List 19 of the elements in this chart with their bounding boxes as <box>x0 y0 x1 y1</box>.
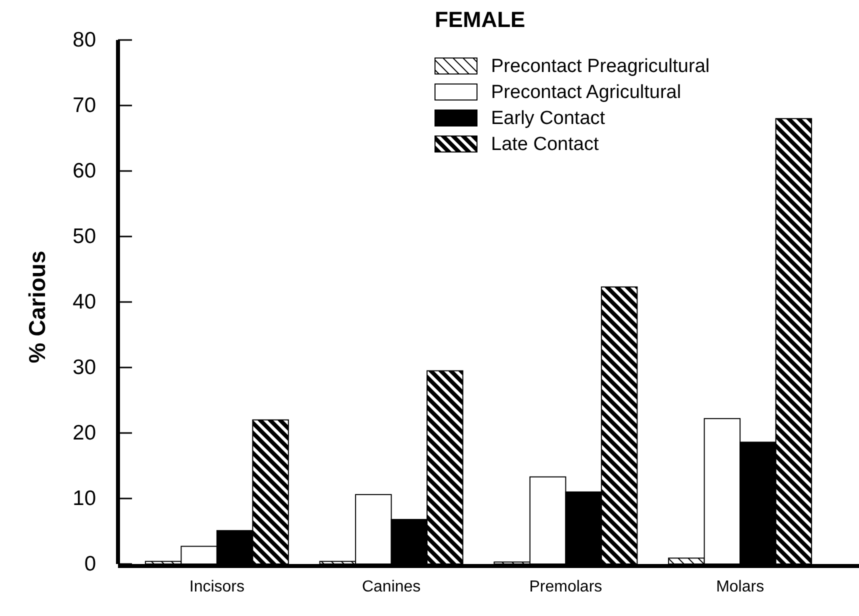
y-tick-label: 50 <box>72 225 96 248</box>
x-tick-label: Incisors <box>189 578 244 596</box>
legend-label: Early Contact <box>491 108 606 129</box>
y-tick-label: 30 <box>72 356 96 380</box>
x-tick-label: Canines <box>362 578 421 596</box>
y-tick-label: 80 <box>72 28 96 52</box>
y-axis-title: % Carious <box>24 250 50 364</box>
y-tick-label: 0 <box>84 552 96 576</box>
legend-label: Precontact Agricultural <box>491 82 682 103</box>
y-tick-label: 20 <box>72 422 96 445</box>
chart-title: FEMALE <box>434 7 526 32</box>
legend-label: Late Contact <box>491 134 600 155</box>
y-tick-label: 40 <box>72 290 96 314</box>
legend-label: Precontact Preagricultural <box>491 56 710 77</box>
y-tick-label: 60 <box>72 160 96 183</box>
x-tick-label: Molars <box>716 578 764 596</box>
y-tick-label: 70 <box>72 94 96 118</box>
x-tick-label: Premolars <box>529 578 602 596</box>
y-tick-label: 10 <box>72 487 96 510</box>
